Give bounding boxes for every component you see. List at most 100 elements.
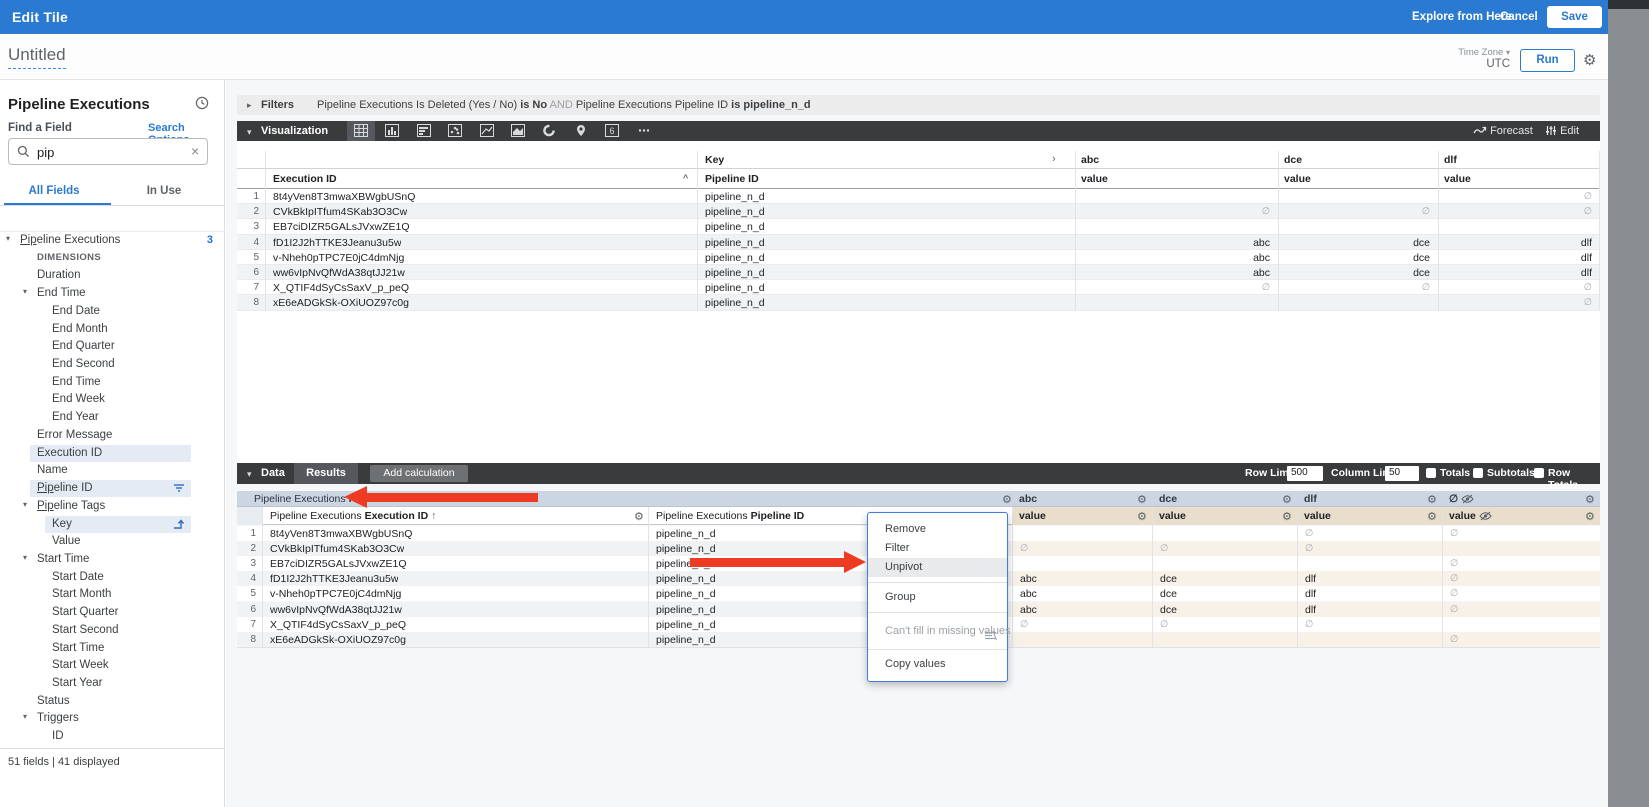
- execution-id-cell[interactable]: fD1I2J2hTTKE3Jeanu3u5w: [270, 573, 399, 586]
- measure-cell[interactable]: ∅: [1297, 541, 1442, 557]
- clear-search-icon[interactable]: ×: [191, 143, 200, 159]
- sidebar-field-status[interactable]: Status: [0, 693, 225, 711]
- measure-cell[interactable]: ∅: [1012, 616, 1152, 632]
- results-measure-header-cell[interactable]: value ⚙: [1442, 507, 1600, 525]
- measure-cell[interactable]: dce: [1152, 601, 1297, 617]
- subtotals-checkbox[interactable]: [1473, 468, 1483, 478]
- sidebar-field-error-message[interactable]: Error Message: [0, 427, 225, 445]
- viz-table-row[interactable]: 6 ww6vIpNvQfWdA38qtJJ21w pipeline_n_d abc dc…: [237, 265, 1600, 281]
- measure-cell[interactable]: ∅: [1442, 526, 1600, 542]
- sidebar-field-start-time[interactable]: Start Time: [0, 640, 225, 658]
- caret-down-icon[interactable]: ▾: [23, 712, 28, 722]
- execution-id-cell[interactable]: X_QTIF4dSyCsSaxV_p_peQ: [270, 618, 406, 631]
- pivot-value-cell[interactable]: dce: [1413, 236, 1430, 249]
- column-limit-input[interactable]: 50: [1385, 466, 1419, 481]
- sidebar-field-triggers[interactable]: ▾ Triggers: [0, 710, 225, 728]
- gear-icon[interactable]: ⚙: [1282, 494, 1292, 506]
- measure-cell[interactable]: [1297, 631, 1442, 647]
- measure-cell[interactable]: [1152, 526, 1297, 542]
- viz-edit-button[interactable]: Edit: [1545, 125, 1579, 139]
- menu-item-copy-values[interactable]: Copy values: [885, 658, 946, 670]
- filter-icon[interactable]: [173, 483, 185, 496]
- run-button[interactable]: Run: [1520, 49, 1575, 72]
- sidebar-field-start-quarter[interactable]: Start Quarter: [0, 604, 225, 622]
- sidebar-field-end-date[interactable]: End Date: [0, 303, 225, 321]
- sidebar-field-end-second[interactable]: End Second: [0, 356, 225, 374]
- forecast-button[interactable]: Forecast: [1473, 125, 1533, 139]
- expand-filters-icon[interactable]: ▸: [247, 100, 252, 110]
- sidebar-field-key[interactable]: Key: [0, 515, 225, 534]
- sidebar-field-start-time[interactable]: ▾ Start Time: [0, 551, 225, 569]
- tab-in-use[interactable]: In Use: [146, 185, 182, 197]
- viz-table-row[interactable]: 1 8t4yVen8T3mwaXBWgbUSnQ pipeline_n_d ∅: [237, 189, 1600, 205]
- measure-cell[interactable]: ∅: [1442, 631, 1600, 647]
- row-totals-checkbox[interactable]: [1534, 468, 1544, 478]
- viz-type-more-options-icon[interactable]: [630, 121, 658, 141]
- totals-checkbox[interactable]: [1426, 468, 1436, 478]
- viz-type-line-chart-icon[interactable]: [473, 121, 501, 141]
- pivot-value-cell[interactable]: dce: [1413, 267, 1430, 279]
- measure-cell[interactable]: [1152, 631, 1297, 647]
- measure-cell[interactable]: abc: [1012, 571, 1152, 587]
- gear-icon[interactable]: ⚙: [1137, 511, 1147, 523]
- pipeline-id-cell[interactable]: pipeline_n_d: [656, 588, 716, 601]
- sidebar-field-start-month[interactable]: Start Month: [0, 586, 225, 604]
- execution-id-cell[interactable]: v-Nheh0pTPC7E0jC4dmNjg: [273, 251, 405, 264]
- measure-cell[interactable]: ∅: [1442, 586, 1600, 602]
- viz-type-single-value-icon[interactable]: 6: [598, 121, 626, 141]
- execution-id-cell[interactable]: X_QTIF4dSyCsSaxV_p_peQ: [273, 282, 409, 295]
- viz-table-row[interactable]: 8 xE6eADGkSk-OXiUOZ97c0g pipeline_n_d ∅: [237, 295, 1600, 311]
- viz-table-row[interactable]: 7 X_QTIF4dSyCsSaxV_p_peQ pipeline_n_d ∅ ∅ ∅: [237, 280, 1600, 296]
- save-button[interactable]: Save: [1547, 6, 1602, 28]
- gear-icon[interactable]: ⚙: [1427, 511, 1437, 523]
- field-search-input[interactable]: pip ×: [8, 138, 208, 165]
- gear-icon[interactable]: ⚙: [634, 511, 644, 523]
- sidebar-field-execution-id[interactable]: Execution ID: [0, 444, 225, 463]
- gear-icon[interactable]: ⚙: [1282, 511, 1292, 523]
- gear-icon[interactable]: ⚙: [1427, 494, 1437, 506]
- caret-down-icon[interactable]: ▾: [23, 552, 28, 562]
- execution-id-cell[interactable]: EB7ciDIZR5GALsJVxwZE1Q: [273, 221, 410, 234]
- sidebar-field-start-week[interactable]: Start Week: [0, 657, 225, 675]
- sidebar-field-id[interactable]: ID: [0, 728, 225, 746]
- execution-id-cell[interactable]: CVkBkIpITfum4SKab3O3Cw: [273, 206, 408, 219]
- gear-icon[interactable]: ⚙: [1137, 494, 1147, 506]
- results-measure-header-cell[interactable]: value ⚙: [1297, 507, 1442, 525]
- pivot-value-cell[interactable]: ∅: [1261, 282, 1270, 294]
- results-column-header-pipeline-id[interactable]: Pipeline Executions Pipeline ID: [656, 510, 805, 522]
- viz-type-bar-chart-icon[interactable]: [378, 121, 406, 141]
- sidebar-field-end-week[interactable]: End Week: [0, 391, 225, 409]
- pipeline-id-cell[interactable]: pipeline_n_d: [656, 633, 716, 646]
- execution-id-cell[interactable]: 8t4yVen8T3mwaXBWgbUSnQ: [270, 528, 413, 540]
- collapse-visualization-icon[interactable]: ▾: [247, 127, 252, 137]
- execution-id-cell[interactable]: 8t4yVen8T3mwaXBWgbUSnQ: [273, 191, 416, 203]
- execution-id-cell[interactable]: CVkBkIpITfum4SKab3O3Cw: [270, 543, 405, 556]
- filters-bar[interactable]: ▸ Filters Pipeline Executions Is Deleted…: [237, 95, 1600, 115]
- pivot-icon[interactable]: [173, 518, 185, 533]
- add-calculation-button[interactable]: Add calculation: [370, 465, 468, 482]
- results-tab[interactable]: Results: [294, 463, 358, 484]
- pivot-value-cell[interactable]: ∅: [1583, 297, 1592, 309]
- pipeline-id-cell[interactable]: pipeline_n_d: [656, 603, 716, 616]
- measure-cell[interactable]: ∅: [1012, 541, 1152, 557]
- viz-type-horizontal-bar-chart-icon[interactable]: [410, 121, 438, 141]
- pivot-value-cell[interactable]: dlf: [1580, 251, 1592, 264]
- menu-item-group[interactable]: Group: [885, 591, 916, 603]
- measure-cell[interactable]: dlf: [1297, 586, 1442, 602]
- pivot-value-cell[interactable]: abc: [1253, 251, 1270, 264]
- pivot-value-cell[interactable]: dlf: [1580, 236, 1592, 249]
- viz-type-map-pin-icon[interactable]: [567, 121, 595, 141]
- measure-cell[interactable]: [1442, 541, 1600, 557]
- gear-icon[interactable]: ⚙: [1585, 494, 1595, 506]
- pipeline-id-cell[interactable]: pipeline_n_d: [656, 573, 716, 586]
- sidebar-field-end-time[interactable]: End Time: [0, 374, 225, 392]
- results-measure-header-cell[interactable]: value ⚙: [1152, 507, 1297, 525]
- sidebar-field-name[interactable]: Name: [0, 462, 225, 480]
- pivot-value-band-label[interactable]: ∅: [1449, 493, 1474, 505]
- sidebar-field-eline-executions[interactable]: ▾ Pipeline Executions 3: [0, 232, 225, 250]
- viz-table-row[interactable]: 4 fD1I2J2hTTKE3Jeanu3u5w pipeline_n_d abc dc…: [237, 234, 1600, 250]
- history-icon[interactable]: [195, 96, 209, 110]
- measure-cell[interactable]: ∅: [1442, 571, 1600, 587]
- measure-cell[interactable]: ∅: [1297, 616, 1442, 632]
- measure-cell[interactable]: [1012, 556, 1152, 572]
